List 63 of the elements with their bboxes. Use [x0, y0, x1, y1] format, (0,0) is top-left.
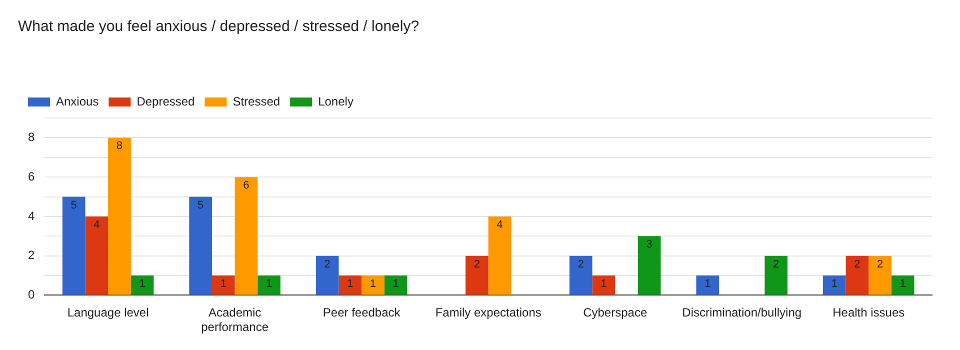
legend-label: Stressed [232, 94, 280, 108]
bar [891, 276, 914, 295]
chart-title: What made you feel anxious / depressed / stressed / lonely? [18, 18, 420, 36]
bar [108, 138, 131, 295]
bar [189, 196, 212, 295]
data-label: 3 [646, 238, 652, 251]
data-label: 2 [854, 258, 860, 270]
bar [569, 256, 592, 295]
x-tick-label: Discrimination/bullying [682, 306, 802, 320]
data-label: 6 [243, 180, 250, 192]
x-tick-label: Health issues [832, 306, 905, 320]
bar [764, 256, 788, 295]
data-label: 2 [773, 258, 780, 270]
bar [466, 256, 488, 295]
data-label: 1 [600, 278, 607, 290]
data-label: 1 [831, 278, 838, 290]
x-tick-label: Academic performance [201, 306, 269, 334]
data-label: 1 [139, 278, 146, 290]
bar [234, 177, 258, 295]
data-label: 2 [324, 258, 330, 270]
legend-label: Anxious [56, 94, 99, 108]
data-label: 2 [578, 258, 584, 270]
y-tick-label: 6 [28, 169, 35, 184]
legend-label: Lonely [318, 94, 354, 108]
bar [338, 276, 362, 295]
x-tick-label: Family expectations [435, 306, 542, 320]
y-tick-label: 0 [28, 288, 35, 302]
data-label: 1 [900, 278, 906, 290]
bar [846, 256, 869, 295]
data-label: 5 [198, 199, 204, 212]
bar [212, 276, 235, 295]
data-label: 1 [392, 278, 399, 290]
data-label: 2 [876, 258, 884, 270]
x-tick-label: Peer feedback [322, 306, 402, 320]
data-label: 1 [704, 278, 711, 290]
data-label: 1 [266, 278, 272, 290]
bar [384, 276, 408, 295]
bar [258, 276, 280, 295]
bar [488, 216, 512, 295]
y-tick-label: 8 [28, 130, 35, 144]
y-tick-label: 4 [28, 208, 35, 223]
bar [130, 276, 154, 295]
data-label: 1 [347, 278, 354, 290]
x-tick-label: Cyberspace [583, 306, 648, 320]
data-label: 1 [370, 278, 376, 290]
bar [316, 256, 339, 295]
data-label: 1 [220, 278, 226, 290]
bar [85, 216, 108, 295]
y-tick-label: 2 [28, 248, 35, 262]
legend-label: Depressed [136, 94, 195, 108]
data-label: 8 [116, 140, 123, 152]
bar [638, 236, 661, 295]
bar [362, 276, 384, 295]
bar [62, 196, 86, 295]
bar [868, 256, 892, 295]
data-label: 5 [70, 199, 77, 212]
data-label: 4 [94, 218, 100, 231]
bar [822, 276, 846, 295]
data-label: 4 [496, 218, 503, 231]
data-label: 2 [474, 258, 480, 270]
bar [696, 276, 720, 295]
x-tick-label: Language level [67, 306, 149, 320]
bar [592, 276, 616, 295]
